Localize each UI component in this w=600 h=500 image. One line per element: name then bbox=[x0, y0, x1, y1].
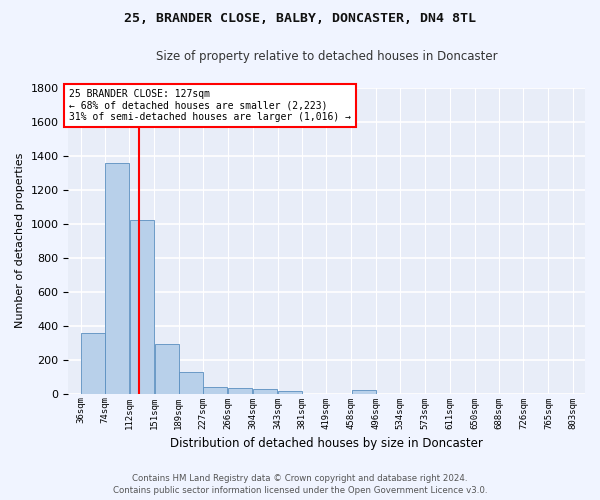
Bar bbox=[81, 334, 105, 394]
Bar bbox=[203, 387, 227, 394]
Bar bbox=[352, 390, 376, 394]
Bar bbox=[253, 390, 277, 394]
Text: 25 BRANDER CLOSE: 127sqm
← 68% of detached houses are smaller (2,223)
31% of sem: 25 BRANDER CLOSE: 127sqm ← 68% of detach… bbox=[69, 89, 351, 122]
Bar bbox=[229, 388, 253, 394]
Bar bbox=[130, 220, 154, 394]
Bar bbox=[155, 344, 179, 394]
Bar bbox=[278, 391, 302, 394]
Bar bbox=[105, 162, 129, 394]
Y-axis label: Number of detached properties: Number of detached properties bbox=[15, 153, 25, 328]
X-axis label: Distribution of detached houses by size in Doncaster: Distribution of detached houses by size … bbox=[170, 437, 483, 450]
Bar bbox=[179, 372, 203, 394]
Text: 25, BRANDER CLOSE, BALBY, DONCASTER, DN4 8TL: 25, BRANDER CLOSE, BALBY, DONCASTER, DN4… bbox=[124, 12, 476, 26]
Title: Size of property relative to detached houses in Doncaster: Size of property relative to detached ho… bbox=[156, 50, 497, 63]
Text: Contains HM Land Registry data © Crown copyright and database right 2024.
Contai: Contains HM Land Registry data © Crown c… bbox=[113, 474, 487, 495]
